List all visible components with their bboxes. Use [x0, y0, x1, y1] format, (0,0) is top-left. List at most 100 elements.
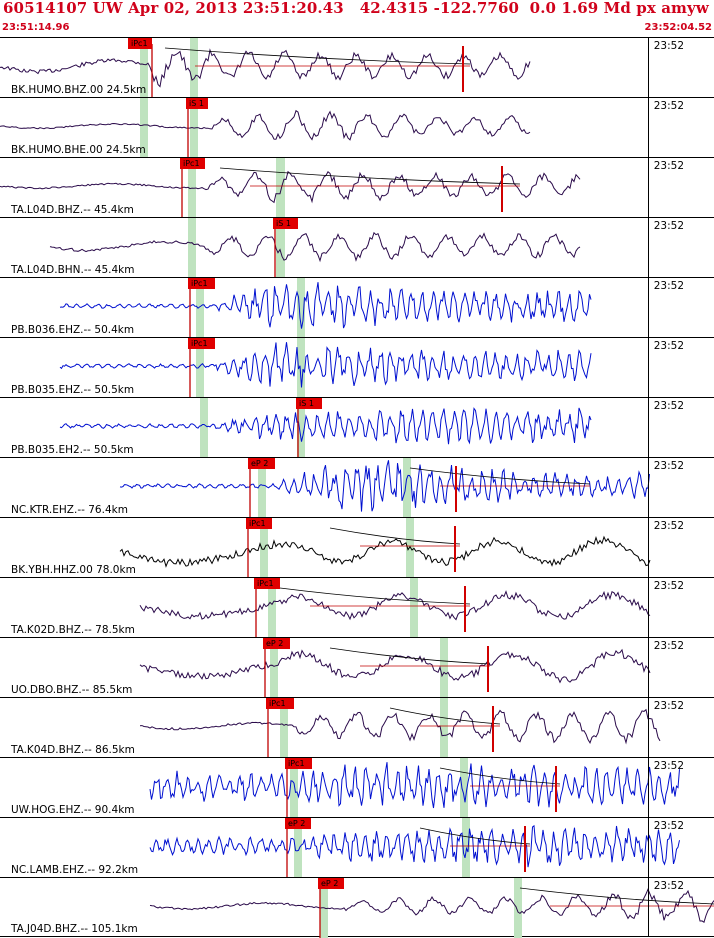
seismogram-trace: [0, 38, 531, 98]
phase-pick-flag[interactable]: iPc1: [246, 518, 272, 529]
trace-panel[interactable]: iPc1 23:52 UW.HOG.EHZ.-- 90.4km: [0, 757, 714, 818]
trace-panel[interactable]: eP 2 23:52 TA.J04D.BHZ.-- 105.1km: [0, 877, 714, 938]
event-header-title: 60514107 UW Apr 02, 2013 23:51:20.43 42.…: [3, 0, 709, 17]
time-tick-divider: [648, 578, 649, 637]
trace-panel[interactable]: iPc1 23:52 PB.B035.EHZ.-- 50.5km: [0, 337, 714, 398]
panel-time-label: 23:52: [653, 700, 684, 712]
channel-label: TA.L04D.BHN.-- 45.4km: [11, 264, 135, 276]
seismogram-trace: [119, 458, 650, 518]
trace-panel[interactable]: iS 1 23:52 TA.L04D.BHN.-- 45.4km: [0, 217, 714, 278]
panel-time-label: 23:52: [653, 760, 684, 772]
phase-window-band: [440, 698, 448, 758]
trace-panel[interactable]: iS 1 23:52 PB.B035.EH2.-- 50.5km: [0, 397, 714, 458]
coda-envelope-curve: [439, 767, 561, 785]
seismogram-trace: [149, 758, 680, 818]
phase-pick-flag[interactable]: iS 1: [296, 398, 322, 409]
seismogram-trace: [119, 518, 651, 578]
waveform-line: [0, 170, 581, 204]
trace-panel[interactable]: iPc1 23:52 TA.K02D.BHZ.-- 78.5km: [0, 577, 714, 638]
window-start-time: 23:51:14.96: [2, 22, 70, 33]
phase-pick-flag[interactable]: iPc1: [188, 278, 215, 289]
panel-time-label: 23:52: [653, 160, 684, 172]
trace-panel[interactable]: eP 2 23:52 UO.DBO.BHZ.-- 85.5km: [0, 637, 714, 698]
panel-time-label: 23:52: [653, 220, 684, 232]
phase-window-band: [410, 578, 418, 638]
channel-label: UW.HOG.EHZ.-- 90.4km: [11, 804, 135, 816]
channel-label: PB.B036.EHZ.-- 50.4km: [11, 324, 135, 336]
phase-window-band: [460, 758, 468, 818]
time-tick-divider: [648, 98, 649, 157]
waveform-line: [139, 590, 651, 621]
seismogram-trace: [59, 278, 592, 338]
waveform-line: [0, 48, 531, 88]
phase-window-band: [440, 638, 448, 698]
phase-window-band: [196, 278, 204, 338]
channel-label: TA.L04D.BHZ.-- 45.4km: [11, 204, 134, 216]
time-tick-divider: [648, 218, 649, 277]
channel-label: UO.DBO.BHZ.-- 85.5km: [11, 684, 133, 696]
time-tick-divider: [648, 38, 649, 97]
waveform-line: [59, 282, 592, 329]
phase-pick-flag[interactable]: iPc1: [180, 158, 205, 169]
waveform-line: [119, 535, 651, 568]
phase-window-band: [276, 218, 285, 278]
coda-envelope-curve: [329, 527, 461, 545]
trace-panel[interactable]: eP 2 23:52 NC.KTR.EHZ.-- 76.4km: [0, 457, 714, 518]
phase-window-band: [188, 218, 196, 278]
phase-window-band: [140, 98, 148, 158]
phase-window-band: [406, 518, 414, 578]
waveform-line: [0, 109, 531, 141]
phase-pick-flag[interactable]: iPc1: [285, 758, 312, 769]
coda-envelope-curve: [409, 467, 591, 485]
phase-pick-flag[interactable]: iS 1: [273, 218, 298, 229]
coda-envelope-curve: [219, 167, 521, 185]
trace-panel[interactable]: iPc1 23:52 TA.L04D.BHZ.-- 45.4km: [0, 157, 714, 218]
panel-time-label: 23:52: [653, 400, 684, 412]
phase-window-band: [462, 818, 470, 878]
phase-pick-flag[interactable]: iPc1: [254, 578, 280, 589]
panel-time-label: 23:52: [653, 40, 684, 52]
seismogram-trace: [139, 578, 651, 638]
trace-panel[interactable]: iPc1 23:52 TA.K04D.BHZ.-- 86.5km: [0, 697, 714, 758]
coda-envelope-curve: [279, 587, 471, 605]
time-tick-divider: [648, 338, 649, 397]
seismogram-trace: [149, 818, 680, 878]
panel-time-label: 23:52: [653, 280, 684, 292]
waveform-line: [149, 824, 680, 868]
phase-window-band: [290, 758, 298, 818]
waveform-line: [139, 648, 651, 684]
trace-panel[interactable]: eP 2 23:52 NC.LAMB.EHZ.-- 92.2km: [0, 817, 714, 878]
trace-panel[interactable]: iPc1 23:52 PB.B036.EHZ.-- 50.4km: [0, 277, 714, 338]
phase-pick-flag[interactable]: eP 2: [248, 458, 275, 469]
panel-time-label: 23:52: [653, 640, 684, 652]
phase-window-band: [140, 38, 148, 98]
phase-pick-flag[interactable]: iPc1: [128, 38, 152, 49]
trace-panel[interactable]: iS 1 23:52 BK.HUMO.BHE.00 24.5km: [0, 97, 714, 158]
seismogram-trace: [149, 878, 714, 938]
phase-window-band: [258, 458, 266, 518]
phase-window-band: [190, 38, 198, 98]
phase-pick-flag[interactable]: iPc1: [266, 698, 294, 709]
trace-panel[interactable]: iPc1 23:52 BK.HUMO.BHZ.00 24.5km: [0, 37, 714, 98]
phase-window-band: [280, 698, 288, 758]
time-tick-divider: [648, 158, 649, 217]
phase-pick-flag[interactable]: eP 2: [263, 638, 290, 649]
coda-envelope-curve: [419, 827, 531, 845]
phase-pick-flag[interactable]: iS 1: [186, 98, 208, 109]
phase-pick-flag[interactable]: iPc1: [188, 338, 215, 349]
trace-panel[interactable]: iPc1 23:52 BK.YBH.HHZ.00 78.0km: [0, 517, 714, 578]
phase-pick-flag[interactable]: eP 2: [318, 878, 344, 889]
channel-label: BK.YBH.HHZ.00 78.0km: [11, 564, 136, 576]
phase-pick-flag[interactable]: eP 2: [285, 818, 311, 829]
phase-window-band: [268, 578, 276, 638]
coda-envelope-curve: [164, 47, 471, 65]
seismogram-trace: [0, 98, 531, 158]
channel-label: TA.K04D.BHZ.-- 86.5km: [11, 744, 135, 756]
coda-envelope-curve: [519, 887, 714, 905]
channel-label: TA.J04D.BHZ.-- 105.1km: [11, 923, 138, 935]
seismogram-trace: [59, 338, 592, 398]
panel-time-label: 23:52: [653, 580, 684, 592]
time-tick-divider: [648, 278, 649, 337]
phase-window-band: [297, 278, 305, 338]
